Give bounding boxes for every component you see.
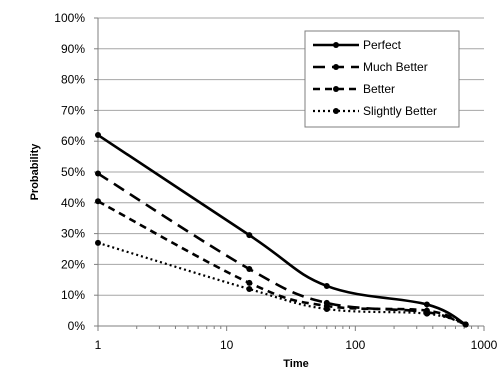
legend-marker: [333, 64, 339, 70]
y-tick-label: 60%: [61, 134, 85, 148]
data-point: [246, 266, 253, 273]
series-much-better: [95, 170, 469, 328]
data-point: [323, 282, 330, 289]
data-point: [423, 310, 430, 317]
legend-item: Perfect: [313, 38, 402, 52]
legend: Perfect Much Better Better Slightly Better: [304, 30, 460, 128]
y-tick-label: 70%: [61, 103, 85, 117]
data-point: [95, 239, 101, 246]
series-line: [97, 172, 467, 326]
data-point: [246, 232, 253, 239]
y-tick-label: 80%: [61, 73, 85, 87]
x-tick-label: 100: [345, 338, 365, 352]
data-point: [95, 170, 101, 177]
data-point: [246, 286, 253, 293]
y-tick-label: 0%: [68, 319, 86, 333]
x-axis-tick-labels: 1 10 100 1000: [95, 338, 498, 352]
x-axis-title: Time: [283, 358, 308, 370]
series-line: [97, 241, 466, 326]
legend-item: Better: [313, 82, 395, 96]
series-layer: [95, 132, 469, 328]
legend-marker: [333, 42, 339, 48]
y-tick-label: 90%: [61, 42, 85, 56]
y-axis-title: Probability: [29, 143, 41, 201]
data-point: [95, 198, 101, 205]
y-tick-label: 50%: [61, 165, 85, 179]
legend-label: Better: [363, 82, 395, 96]
x-tick-label: 10: [220, 338, 234, 352]
data-point: [246, 279, 253, 286]
x-tick-label: 1: [95, 338, 102, 352]
y-tick-label: 20%: [61, 257, 85, 271]
series-better: [95, 198, 469, 328]
y-tick-label: 100%: [54, 11, 85, 25]
legend-box: [304, 30, 460, 128]
legend-marker: [333, 86, 339, 92]
y-tick-label: 40%: [61, 196, 85, 210]
y-tick-label: 30%: [61, 227, 85, 241]
legend-label: Perfect: [363, 38, 402, 52]
legend-label: Much Better: [363, 60, 428, 74]
series-line: [97, 133, 467, 326]
series-slightly-better: [95, 239, 469, 328]
data-point: [462, 321, 469, 328]
legend-item: Slightly Better: [313, 104, 437, 118]
series-line: [97, 200, 467, 326]
x-tick-label: 1000: [471, 338, 498, 352]
legend-item: Much Better: [313, 60, 428, 74]
data-point: [323, 306, 330, 313]
y-axis-tick-labels: 0% 10% 20% 30% 40% 50% 60% 70% 80% 90% 100%: [54, 11, 85, 333]
y-tick-label: 10%: [61, 288, 85, 302]
legend-marker: [333, 108, 339, 114]
legend-label: Slightly Better: [363, 104, 437, 118]
data-point: [423, 301, 430, 308]
data-point: [95, 132, 101, 139]
